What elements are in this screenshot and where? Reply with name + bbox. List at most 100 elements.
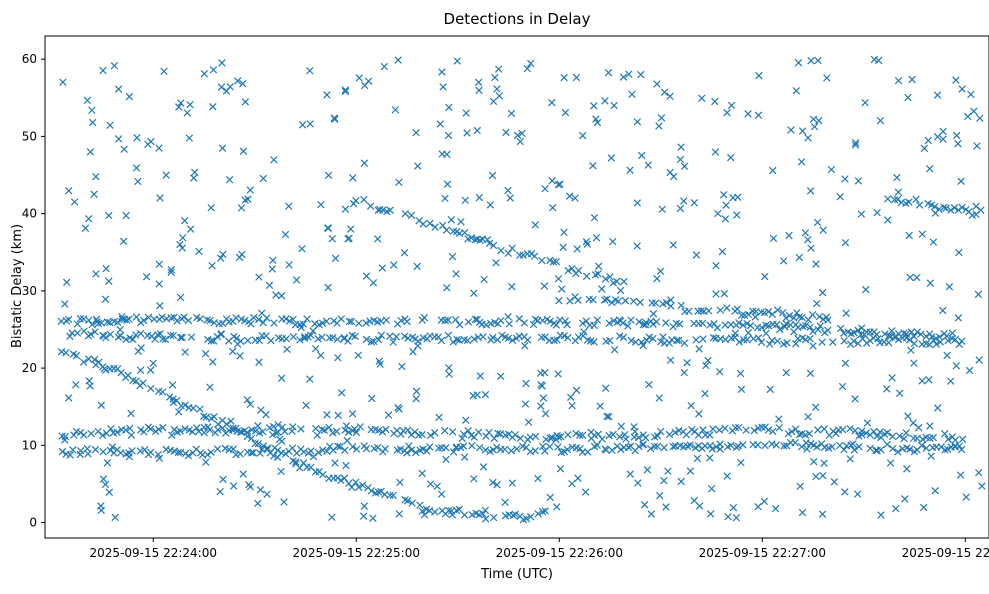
data-point bbox=[251, 439, 259, 448]
data-point bbox=[111, 513, 119, 522]
data-point bbox=[574, 296, 582, 304]
data-point bbox=[711, 97, 719, 106]
data-point bbox=[255, 315, 263, 324]
y-tick-label: 60 bbox=[22, 52, 37, 66]
data-point bbox=[840, 445, 848, 454]
data-point bbox=[73, 329, 82, 337]
data-point bbox=[200, 428, 208, 437]
data-point bbox=[598, 435, 606, 443]
data-point bbox=[559, 243, 567, 252]
data-point bbox=[461, 228, 469, 237]
data-point bbox=[420, 511, 429, 519]
data-point bbox=[281, 427, 289, 436]
data-point bbox=[606, 336, 614, 345]
data-point bbox=[176, 427, 185, 435]
data-point bbox=[653, 80, 661, 88]
data-point bbox=[524, 418, 533, 426]
data-point bbox=[255, 358, 263, 366]
data-point bbox=[660, 476, 668, 485]
data-point bbox=[497, 246, 505, 255]
data-point bbox=[409, 348, 417, 356]
data-point bbox=[918, 230, 927, 238]
data-point bbox=[209, 103, 217, 111]
data-point bbox=[560, 73, 568, 82]
data-point bbox=[589, 296, 597, 304]
data-point bbox=[426, 431, 435, 440]
data-point bbox=[931, 209, 940, 217]
data-point bbox=[507, 447, 516, 455]
data-point bbox=[366, 202, 375, 210]
data-point bbox=[105, 211, 113, 220]
data-point bbox=[323, 447, 331, 456]
data-point bbox=[247, 434, 256, 443]
data-point bbox=[881, 330, 889, 338]
data-point bbox=[739, 441, 747, 449]
data-point bbox=[445, 370, 453, 378]
data-point bbox=[190, 168, 199, 177]
data-point bbox=[190, 174, 198, 182]
data-point bbox=[939, 127, 947, 136]
data-point bbox=[779, 308, 787, 317]
data-point bbox=[186, 225, 195, 233]
data-point bbox=[626, 470, 634, 478]
data-point bbox=[564, 334, 572, 342]
data-point bbox=[772, 441, 781, 449]
data-point bbox=[819, 226, 827, 234]
data-point bbox=[331, 254, 340, 263]
data-point bbox=[452, 270, 460, 278]
data-point bbox=[431, 223, 439, 231]
data-point bbox=[734, 193, 742, 201]
data-point bbox=[159, 423, 167, 432]
data-point bbox=[941, 430, 949, 438]
data-point bbox=[931, 487, 939, 495]
data-point bbox=[108, 443, 117, 451]
data-point bbox=[940, 203, 948, 212]
data-point bbox=[475, 443, 484, 452]
data-point bbox=[695, 502, 704, 510]
data-point bbox=[775, 415, 783, 423]
data-point bbox=[818, 510, 827, 518]
data-point bbox=[542, 435, 550, 444]
data-point bbox=[92, 270, 100, 278]
data-point bbox=[502, 128, 510, 137]
data-point bbox=[662, 503, 670, 511]
data-point bbox=[656, 267, 665, 275]
data-point bbox=[79, 358, 88, 366]
data-point bbox=[814, 426, 822, 434]
data-point bbox=[829, 338, 837, 346]
data-point bbox=[579, 319, 587, 328]
data-point bbox=[578, 131, 587, 140]
data-point bbox=[650, 442, 659, 451]
data-point bbox=[249, 313, 258, 322]
data-point bbox=[273, 446, 282, 454]
data-point bbox=[707, 484, 716, 493]
data-point bbox=[779, 257, 788, 265]
data-point bbox=[643, 466, 652, 474]
data-point bbox=[546, 434, 555, 442]
data-point bbox=[699, 335, 707, 343]
data-point bbox=[553, 336, 561, 344]
data-point bbox=[590, 102, 598, 110]
data-point bbox=[543, 315, 551, 324]
y-tick-label: 10 bbox=[22, 438, 37, 452]
data-point bbox=[873, 208, 881, 217]
data-point bbox=[639, 441, 647, 449]
data-point bbox=[348, 410, 357, 418]
data-point bbox=[166, 331, 175, 340]
data-point bbox=[720, 191, 728, 199]
data-point bbox=[891, 504, 900, 513]
data-point bbox=[529, 320, 538, 329]
data-point bbox=[386, 206, 394, 214]
data-point bbox=[178, 244, 187, 252]
data-point bbox=[341, 205, 350, 213]
data-point bbox=[974, 290, 983, 299]
data-point bbox=[883, 385, 891, 393]
data-point bbox=[736, 369, 745, 378]
data-point bbox=[444, 131, 453, 140]
data-point bbox=[625, 70, 633, 78]
data-point bbox=[511, 431, 519, 439]
data-point bbox=[87, 330, 95, 339]
data-point bbox=[539, 394, 548, 402]
data-point bbox=[964, 112, 972, 121]
data-point bbox=[566, 297, 574, 305]
